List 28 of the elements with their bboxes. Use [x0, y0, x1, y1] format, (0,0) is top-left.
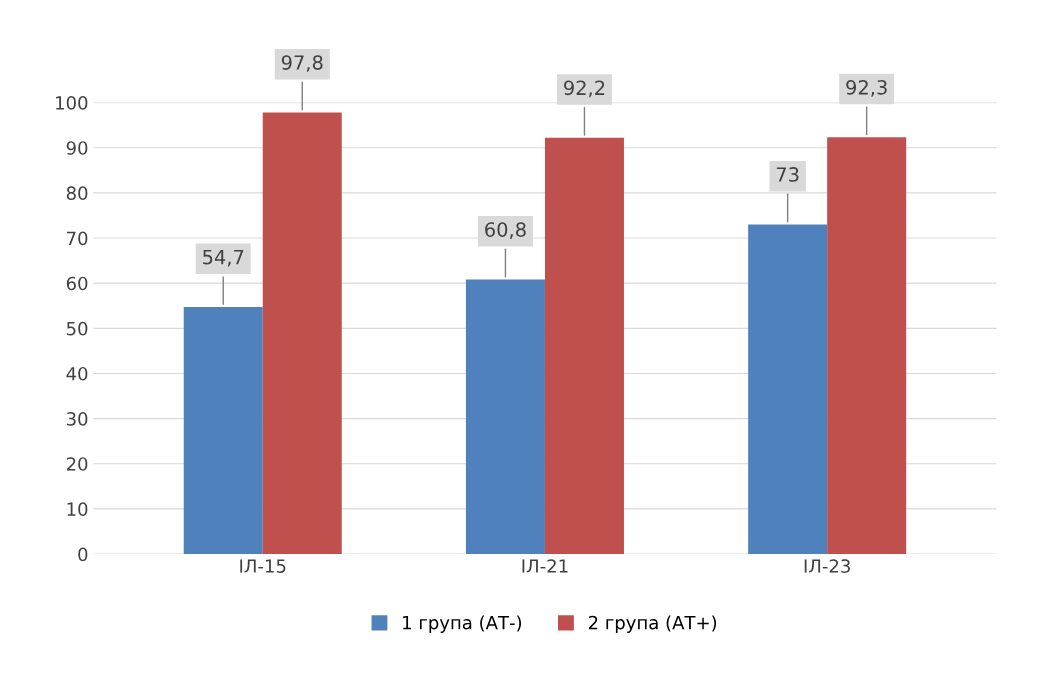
x-tick-label: ІЛ-21	[522, 559, 568, 573]
y-tick-label: 30	[66, 412, 88, 426]
x-tick-label: ІЛ-23	[804, 559, 850, 573]
bar	[465, 279, 545, 555]
bar	[262, 112, 342, 555]
y-tick-label: 10	[67, 502, 88, 517]
legend-label: 2 група (АТ+)	[588, 615, 717, 633]
data-label: 54,7	[203, 249, 244, 267]
legend-label: 1 група (АТ-)	[403, 615, 522, 633]
y-tick-label: 70	[67, 231, 88, 246]
y-tick-label: 90	[66, 141, 88, 155]
bar	[748, 224, 828, 555]
bar	[544, 137, 624, 555]
y-tick-label: 20	[66, 457, 88, 471]
y-tick-label: 40	[66, 366, 88, 381]
data-label: 73	[776, 167, 799, 182]
y-tick-label: 50	[66, 321, 88, 336]
data-label: 97,8	[281, 55, 323, 72]
bar	[183, 307, 263, 555]
data-label: 92,2	[564, 80, 605, 98]
y-tick-label: 100	[56, 96, 88, 110]
x-tick-label: ІЛ-15	[240, 559, 286, 573]
data-label: 92,3	[846, 80, 887, 97]
y-tick-label: 80	[66, 186, 88, 200]
data-label: 60,8	[485, 222, 526, 239]
y-tick-label: 0	[78, 547, 88, 562]
bar	[827, 137, 907, 555]
y-tick-label: 60	[66, 276, 88, 291]
